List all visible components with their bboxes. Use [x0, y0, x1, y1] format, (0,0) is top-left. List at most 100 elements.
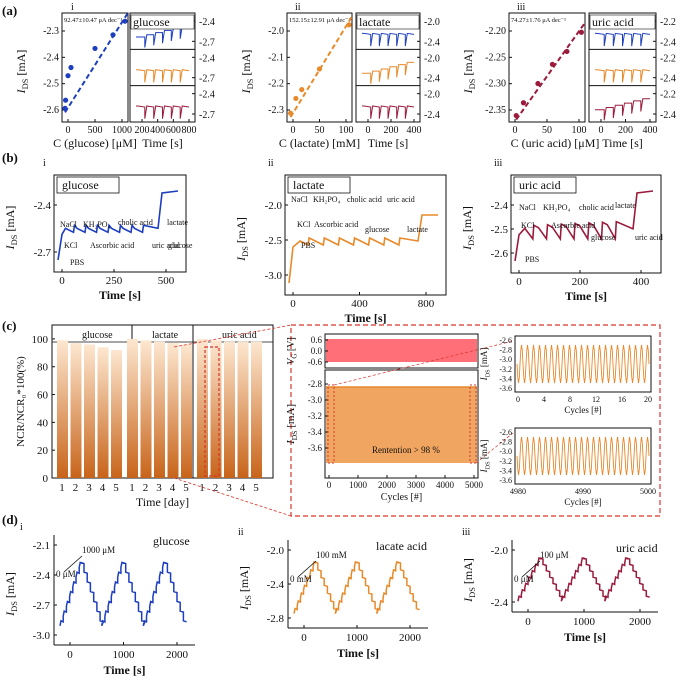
subpanel-label: iii [494, 158, 503, 169]
stability-bar [197, 338, 208, 478]
selectivity-plot-frame [284, 174, 447, 296]
time-tick-label: 0 [599, 125, 604, 136]
plot-title: lacate acid [376, 539, 427, 553]
time-inset-frame [588, 12, 657, 123]
inset-x-tick-label: 16 [618, 395, 626, 404]
analyte-annotation: Ascorbic acid [314, 220, 358, 229]
inset-y-tick-label: -3.2 [499, 365, 512, 374]
plot-title: glucose [62, 178, 99, 192]
inset-x-tick-label: 20 [644, 395, 652, 404]
y-tick-label: 0.6 [311, 335, 323, 345]
inset-x-tick-label: 4 [542, 395, 546, 404]
x-tick-label: 3000 [407, 480, 426, 490]
x-tick-label: 5000 [465, 480, 484, 490]
inset-y-tick-label: -2.8 [499, 346, 512, 355]
y-tick-label: -3.0 [265, 270, 283, 282]
inset-trace [595, 32, 651, 47]
stability-bar [154, 341, 165, 478]
y-tick-label: -2.0 [491, 545, 509, 557]
day-tick-label: 1 [59, 482, 65, 494]
analyte-annotation: Ascorbic acid [90, 241, 134, 250]
inset-y-axis-label: IDS [mA] [479, 348, 491, 382]
analyte-label: uric acid [592, 15, 634, 29]
analyte-annotation: PBS [525, 255, 539, 264]
inset-x-tick-label: 4980 [510, 487, 526, 496]
subpanel-label: ii [295, 2, 301, 13]
x-axis-label: Time [s] [99, 288, 141, 302]
x-tick-label: 0 [66, 125, 71, 136]
y-tick-label: -2.6 [491, 248, 509, 260]
inset-trace [595, 69, 651, 83]
day-tick-label: 2 [213, 482, 219, 494]
y-axis-label: IDS [mA] [3, 206, 19, 251]
x-tick-label: 0 [513, 125, 518, 136]
inset-trace [136, 69, 190, 83]
x-tick-label: 2000 [378, 480, 397, 490]
inset-y-tick-label: -2.8 [499, 438, 512, 447]
selectivity-plot-frame [53, 174, 187, 273]
y-tick-label: -2.4 [33, 570, 51, 582]
x-tick-label: 2000 [399, 632, 422, 644]
inset-y-axis-label: IDS [mA] [479, 440, 491, 474]
sensitivity-label: 92.47±10.47 μA dec⁻¹ [64, 17, 122, 24]
time-tick-label: 400 [407, 125, 422, 136]
y-tick-label: -2.1 [268, 52, 284, 63]
inset-tick-label: -2.2 [660, 90, 676, 101]
inset-y-tick-label: -2.6 [499, 336, 512, 345]
x-tick-label: 50 [542, 125, 552, 136]
analyte-label-box [589, 14, 656, 30]
selectivity-trace [57, 190, 179, 261]
time-axis-label: Time [s] [142, 136, 183, 150]
analyte-annotation: cholic acid [118, 218, 153, 227]
selectivity-trace [514, 190, 654, 262]
conc-low-label: 0 μM [56, 569, 76, 579]
day-tick-label: 5 [113, 482, 119, 494]
data-point [513, 112, 519, 119]
y-tick-label: -2.4 [491, 200, 509, 212]
analyte-annotation: lactate [615, 201, 636, 210]
inset-trace [595, 98, 650, 121]
inset-tick-label: -2.4 [660, 110, 676, 121]
y-tick-label: -3.6 [308, 443, 323, 453]
time-tick-label: 400 [643, 125, 658, 136]
x-axis-label: Time [s] [344, 311, 386, 325]
inset-y-tick-label: -3.4 [499, 374, 512, 383]
day-tick-label: 1 [199, 482, 205, 494]
x-tick-label: 100 [572, 125, 587, 136]
time-tick-label: 0 [366, 125, 371, 136]
time-tick-label: 800 [182, 125, 197, 136]
y-axis-label: IDS [mA] [14, 50, 30, 95]
x-axis-label: Time [s] [564, 630, 606, 644]
x-tick-label: 500 [158, 275, 175, 287]
x-tick-label: 200 [572, 276, 589, 288]
y-tick-label: -2.30 [485, 79, 506, 90]
x-tick-label: 0 [59, 275, 65, 287]
time-tick-label: 600 [166, 125, 181, 136]
inset-tick-label: -2.4 [660, 74, 676, 85]
y-tick-label: -2.0 [268, 26, 284, 37]
data-point [346, 22, 352, 28]
analyte-annotation: lactate [167, 218, 188, 227]
data-point [299, 86, 305, 93]
analyte-annotation: glucose [365, 225, 390, 234]
inset-tick-label: -2.4 [199, 17, 215, 28]
y-tick-label: 20 [37, 445, 49, 457]
inset-tick-label: -2.4 [424, 110, 440, 121]
vg-fill [326, 339, 477, 362]
row-d: i -2.1 -2.4 -2.7 -3.0 0 1000 2000 IDS [mA] Time [… [3, 522, 658, 677]
conc-high-label: 100 μM [540, 550, 569, 560]
analyte-annotation: Ascorbic acid [551, 221, 595, 230]
subpanel-label: i [71, 2, 74, 13]
inset-tick-label: -2.2 [660, 17, 676, 28]
inset-tick-label: -2.7 [199, 110, 215, 121]
y-tick-label: -2.7 [33, 600, 51, 612]
y-tick-label: -2.7 [34, 247, 52, 259]
x-tick-label: 1000 [112, 125, 132, 136]
y-tick-label: -3.2 [308, 411, 322, 421]
inset-trace [362, 32, 415, 47]
y-axis-label: IDS [mA] [460, 206, 476, 251]
analyte-annotation: glucose [591, 233, 616, 242]
stability-bar [224, 341, 235, 478]
